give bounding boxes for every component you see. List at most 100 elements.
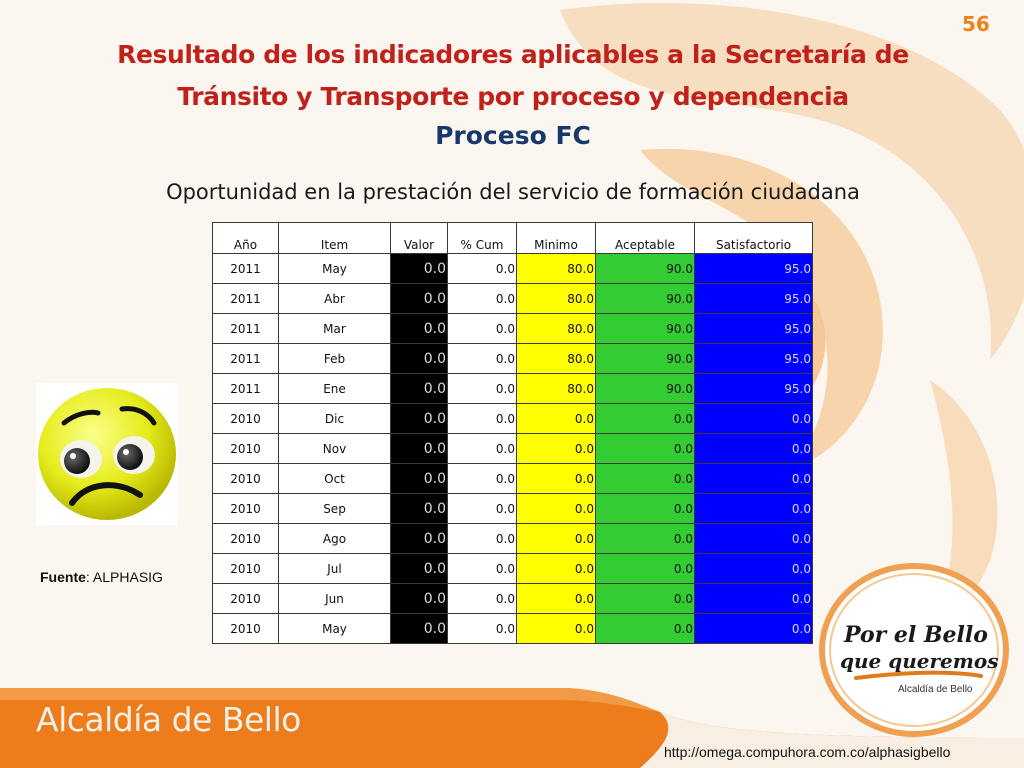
cell-item: Ene — [278, 373, 391, 404]
cell-minimo: 80.0 — [516, 313, 596, 344]
cell-ano: 2011 — [212, 253, 279, 284]
cell-satisfactorio: 95.0 — [694, 313, 813, 344]
cell-satisfactorio: 95.0 — [694, 373, 813, 404]
cell-valor: 0.0 — [390, 253, 448, 284]
cell-satisfactorio: 0.0 — [694, 523, 813, 554]
cell-valor: 0.0 — [390, 463, 448, 494]
cell-ano: 2010 — [212, 583, 279, 614]
cell-minimo: 80.0 — [516, 283, 596, 314]
cell-item: Oct — [278, 463, 391, 494]
cell-satisfactorio: 0.0 — [694, 553, 813, 584]
cell-valor: 0.0 — [390, 283, 448, 314]
page-number: 56 — [962, 12, 990, 36]
cell-ano: 2010 — [212, 553, 279, 584]
cell-item: May — [278, 253, 391, 284]
sad-face-icon — [36, 383, 178, 525]
cell-satisfactorio: 0.0 — [694, 463, 813, 494]
table-row: 2011 Ene 0.0 0.0 80.0 90.0 95.0 — [212, 373, 813, 404]
cell-cum: 0.0 — [447, 253, 517, 284]
cell-item: Ago — [278, 523, 391, 554]
table-row: 2010 Dic 0.0 0.0 0.0 0.0 0.0 — [212, 403, 813, 434]
cell-ano: 2010 — [212, 523, 279, 554]
cell-valor: 0.0 — [390, 433, 448, 464]
cell-minimo: 0.0 — [516, 403, 596, 434]
cell-aceptable: 90.0 — [595, 313, 695, 344]
indicator-subtitle: Oportunidad en la prestación del servici… — [166, 180, 860, 204]
source-value: ALPHASIG — [92, 569, 163, 585]
table-row: 2010 Ago 0.0 0.0 0.0 0.0 0.0 — [212, 523, 813, 554]
cell-item: Abr — [278, 283, 391, 314]
cell-cum: 0.0 — [447, 553, 517, 584]
cell-valor: 0.0 — [390, 343, 448, 374]
cell-minimo: 0.0 — [516, 493, 596, 524]
cell-item: Mar — [278, 313, 391, 344]
badge-line1: Por el Bello — [843, 622, 988, 648]
cell-aceptable: 0.0 — [595, 523, 695, 554]
cell-ano: 2011 — [212, 283, 279, 314]
table-row: 2010 Jun 0.0 0.0 0.0 0.0 0.0 — [212, 583, 813, 614]
cell-item: Jul — [278, 553, 391, 584]
cell-cum: 0.0 — [447, 433, 517, 464]
col-header-aceptable: Aceptable — [595, 222, 695, 254]
cell-ano: 2011 — [212, 373, 279, 404]
cell-ano: 2010 — [212, 493, 279, 524]
badge-line2: que queremos — [840, 649, 999, 673]
col-header-minimo: Minimo — [516, 222, 596, 254]
cell-aceptable: 0.0 — [595, 553, 695, 584]
cell-minimo: 0.0 — [516, 523, 596, 554]
cell-cum: 0.0 — [447, 373, 517, 404]
cell-valor: 0.0 — [390, 313, 448, 344]
cell-valor: 0.0 — [390, 583, 448, 614]
process-heading: Proceso FC — [435, 121, 591, 150]
cell-minimo: 0.0 — [516, 613, 596, 644]
cell-aceptable: 0.0 — [595, 433, 695, 464]
cell-ano: 2011 — [212, 313, 279, 344]
cell-satisfactorio: 95.0 — [694, 283, 813, 314]
cell-cum: 0.0 — [447, 583, 517, 614]
table-row: 2011 Mar 0.0 0.0 80.0 90.0 95.0 — [212, 313, 813, 344]
cell-valor: 0.0 — [390, 613, 448, 644]
col-header-satisfactorio: Satisfactorio — [694, 222, 813, 254]
cell-aceptable: 0.0 — [595, 403, 695, 434]
table-header-row: Año Item Valor % Cum Minimo Aceptable Sa… — [212, 222, 813, 254]
cell-ano: 2010 — [212, 463, 279, 494]
cell-satisfactorio: 0.0 — [694, 493, 813, 524]
cell-cum: 0.0 — [447, 613, 517, 644]
cell-item: Jun — [278, 583, 391, 614]
cell-ano: 2010 — [212, 403, 279, 434]
cell-cum: 0.0 — [447, 313, 517, 344]
cell-minimo: 80.0 — [516, 373, 596, 404]
cell-valor: 0.0 — [390, 523, 448, 554]
footer-brand: Alcaldía de Bello — [36, 700, 301, 739]
por-el-bello-badge: Por el Bello que queremos Alcaldía de Be… — [819, 563, 1009, 737]
cell-ano: 2010 — [212, 433, 279, 464]
col-header-valor: Valor — [390, 222, 448, 254]
cell-satisfactorio: 0.0 — [694, 403, 813, 434]
cell-aceptable: 90.0 — [595, 283, 695, 314]
cell-satisfactorio: 0.0 — [694, 583, 813, 614]
badge-caption: Alcaldía de Bello — [898, 684, 973, 695]
cell-aceptable: 0.0 — [595, 463, 695, 494]
cell-item: Sep — [278, 493, 391, 524]
cell-satisfactorio: 0.0 — [694, 613, 813, 644]
cell-satisfactorio: 95.0 — [694, 343, 813, 374]
col-header-item: Item — [278, 222, 391, 254]
cell-cum: 0.0 — [447, 403, 517, 434]
col-header-ano: Año — [212, 222, 279, 254]
table-row: 2010 Oct 0.0 0.0 0.0 0.0 0.0 — [212, 463, 813, 494]
cell-minimo: 0.0 — [516, 583, 596, 614]
table-row: 2010 Jul 0.0 0.0 0.0 0.0 0.0 — [212, 553, 813, 584]
slide-title: Resultado de los indicadores aplicables … — [117, 40, 909, 111]
cell-aceptable: 0.0 — [595, 613, 695, 644]
cell-cum: 0.0 — [447, 493, 517, 524]
source-separator: : — [85, 569, 93, 585]
table-row: 2010 Sep 0.0 0.0 0.0 0.0 0.0 — [212, 493, 813, 524]
cell-aceptable: 0.0 — [595, 583, 695, 614]
cell-minimo: 80.0 — [516, 343, 596, 374]
source-note: Fuente: ALPHASIG — [40, 569, 163, 585]
cell-valor: 0.0 — [390, 493, 448, 524]
cell-item: May — [278, 613, 391, 644]
cell-aceptable: 0.0 — [595, 493, 695, 524]
cell-item: Feb — [278, 343, 391, 374]
